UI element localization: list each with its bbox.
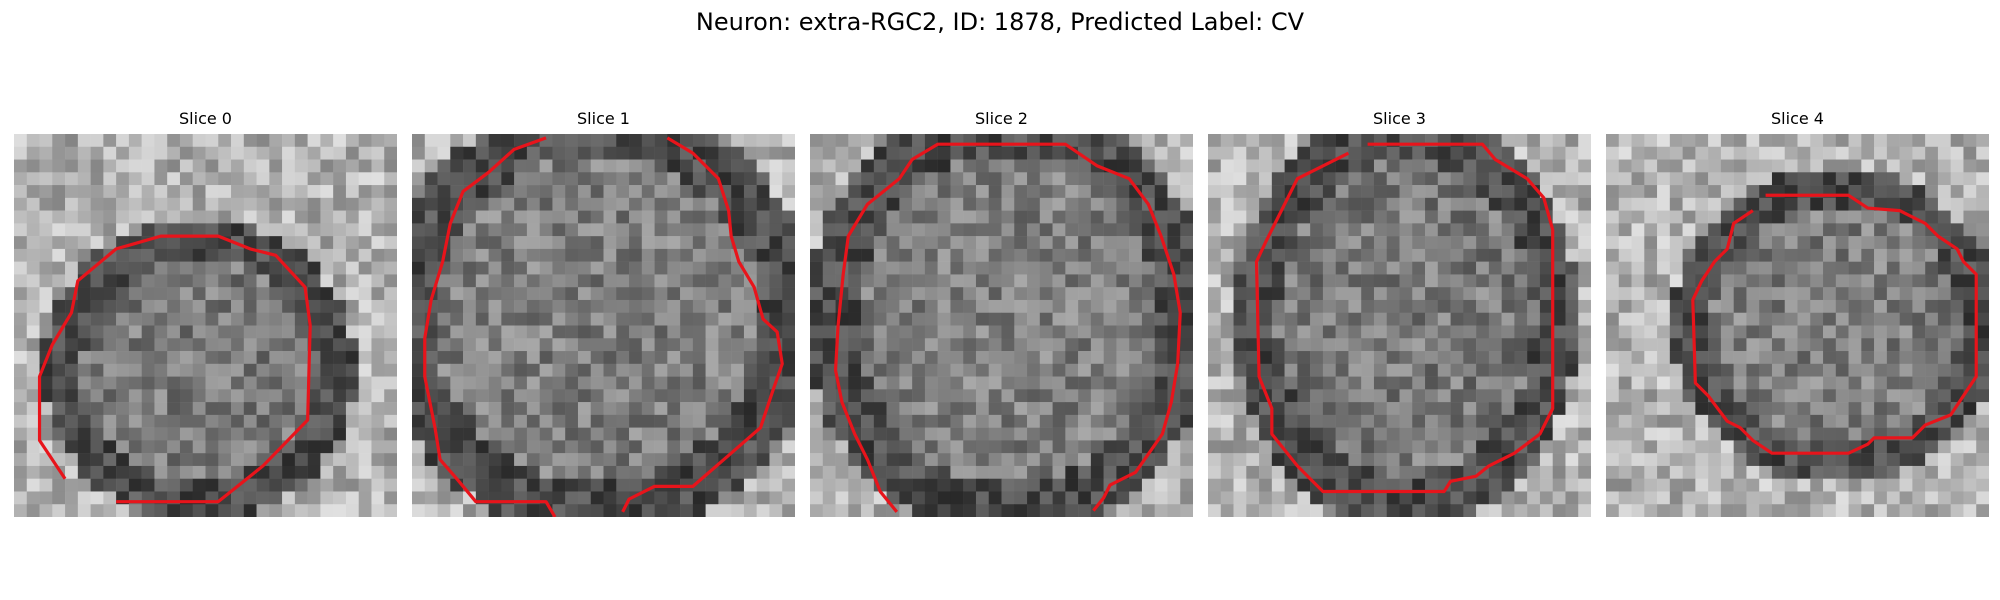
slice-title: Slice 2: [975, 109, 1028, 128]
cell-contour: [1691, 193, 1978, 455]
slice-panel-1: Slice 1: [412, 108, 795, 520]
slice-title: Slice 3: [1373, 109, 1426, 128]
slice-title: Slice 4: [1771, 109, 1824, 128]
cell-contour: [1254, 142, 1555, 494]
cell-contour: [423, 136, 557, 517]
slice-panel-0: Slice 0: [14, 108, 397, 520]
slice-panel-3: Slice 3: [1208, 108, 1591, 520]
microscopy-slice-image: [810, 134, 1193, 517]
figure-title: Neuron: extra-RGC2, ID: 1878, Predicted …: [695, 8, 1305, 36]
cell-contour: [621, 136, 784, 513]
slice-panel-4: Slice 4: [1606, 108, 1989, 520]
cell-contour: [37, 234, 312, 504]
slice-title: Slice 0: [179, 109, 232, 128]
microscopy-slice-image: [412, 134, 795, 517]
cell-contour: [833, 142, 1182, 513]
slice-title: Slice 1: [577, 109, 630, 128]
slice-panel-2: Slice 2: [810, 108, 1193, 520]
microscopy-slice-image: [1208, 134, 1591, 517]
microscopy-slice-image: [1606, 134, 1989, 517]
microscopy-slice-image: [14, 134, 397, 517]
